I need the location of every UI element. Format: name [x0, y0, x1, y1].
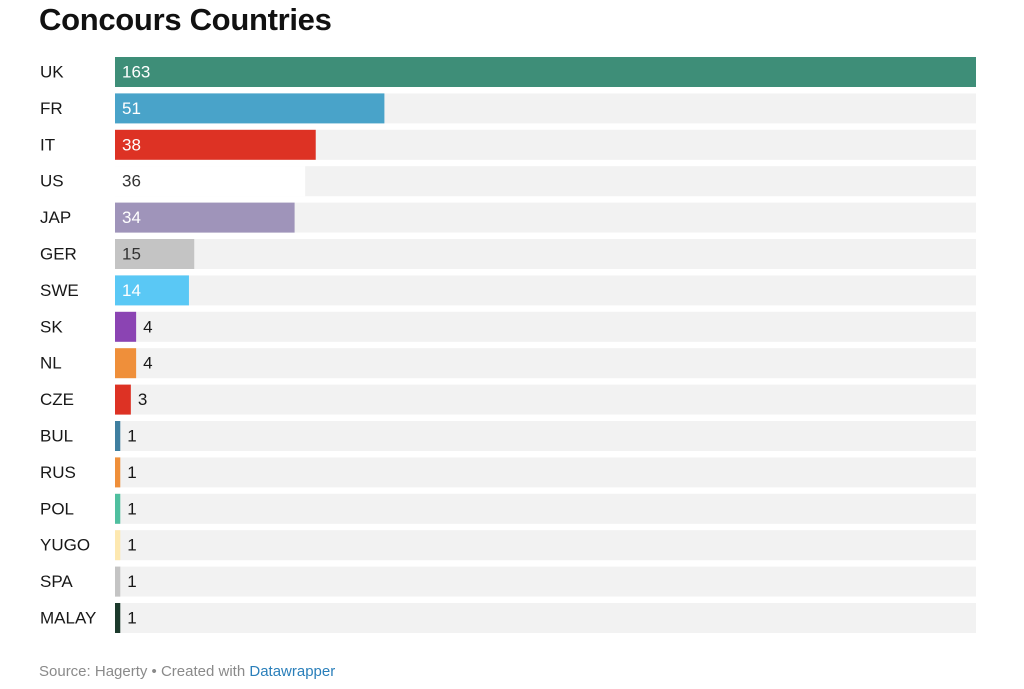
category-label: UK [40, 63, 64, 82]
bar-row-it: IT 38 [40, 129, 976, 160]
bar-track [115, 603, 976, 633]
bar [115, 93, 385, 124]
category-label: RUS [40, 463, 76, 482]
bar-row-us: US 36 [40, 166, 976, 197]
value-label: 36 [122, 172, 141, 191]
value-label: 1 [127, 463, 136, 482]
value-label: 1 [127, 427, 136, 446]
bar-track [115, 384, 976, 415]
category-label: SPA [40, 572, 73, 591]
chart-footer: Source: Hagerty • Created with Datawrapp… [39, 663, 335, 680]
value-label: 163 [122, 63, 150, 82]
bar-row-spa: SPA 1 [40, 566, 976, 597]
bar-row-nl: NL 4 [40, 348, 976, 379]
category-label: FR [40, 99, 63, 118]
category-label: GER [40, 245, 77, 264]
value-label: 14 [122, 281, 141, 300]
value-label: 1 [127, 609, 136, 628]
value-label: 1 [127, 499, 136, 518]
bar-row-cze: CZE 3 [40, 384, 976, 415]
category-label: IT [40, 135, 55, 154]
bar-row-fr: FR 51 [40, 93, 976, 124]
bar [115, 57, 976, 87]
bar-track [115, 239, 976, 269]
bar [115, 202, 295, 233]
bar [115, 421, 121, 451]
bar [115, 384, 131, 415]
value-label: 4 [143, 354, 152, 373]
bar [115, 566, 121, 597]
datawrapper-link[interactable]: Datawrapper [249, 663, 336, 680]
bar-row-malay: MALAY 1 [40, 603, 976, 633]
bar [115, 275, 189, 306]
category-label: JAP [40, 208, 71, 227]
category-label: BUL [40, 427, 73, 446]
bar-track [115, 457, 976, 488]
value-label: 34 [122, 208, 141, 227]
category-label: NL [40, 354, 62, 373]
category-label: SWE [40, 281, 79, 300]
category-label: MALAY [40, 609, 96, 628]
bar-row-ger: GER 15 [40, 239, 976, 269]
bar [115, 348, 137, 379]
bar [115, 311, 137, 342]
bar-track [115, 275, 976, 306]
bar-row-rus: RUS 1 [40, 457, 976, 488]
value-label: 15 [122, 245, 141, 264]
bar-track [115, 348, 976, 379]
bar-row-uk: UK 163 [40, 57, 976, 87]
source-text: Source: Hagerty • Created with [39, 663, 250, 680]
value-label: 1 [127, 536, 136, 555]
chart-title: Concours Countries [39, 2, 332, 37]
value-label: 4 [143, 317, 152, 336]
bar [115, 129, 316, 160]
bar-row-yugo: YUGO 1 [40, 530, 976, 561]
bar-row-swe: SWE 14 [40, 275, 976, 306]
category-label: POL [40, 499, 74, 518]
bar-track [115, 421, 976, 451]
bar [115, 530, 121, 561]
bar [115, 603, 121, 633]
value-label: 1 [127, 572, 136, 591]
category-label: CZE [40, 390, 74, 409]
bar-track [115, 566, 976, 597]
value-label: 38 [122, 135, 141, 154]
bar-track [115, 530, 976, 561]
bar-row-sk: SK 4 [40, 311, 976, 342]
category-label: SK [40, 317, 63, 336]
bar [115, 457, 121, 488]
bar [115, 166, 306, 197]
bar [115, 493, 121, 524]
bar-row-bul: BUL 1 [40, 421, 976, 451]
bar-track [115, 311, 976, 342]
value-label: 51 [122, 99, 141, 118]
bar-track [115, 493, 976, 524]
bar-row-jap: JAP 34 [40, 202, 976, 233]
category-label: US [40, 172, 64, 191]
category-label: YUGO [40, 536, 90, 555]
bar-chart: UK 163 FR 51 IT 38 US 36 JAP 34 GER 15 SWE 14 SK 4 NL 4 CZ… [40, 57, 976, 633]
bar-row-pol: POL 1 [40, 493, 976, 524]
bar [115, 239, 195, 269]
value-label: 3 [138, 390, 147, 409]
